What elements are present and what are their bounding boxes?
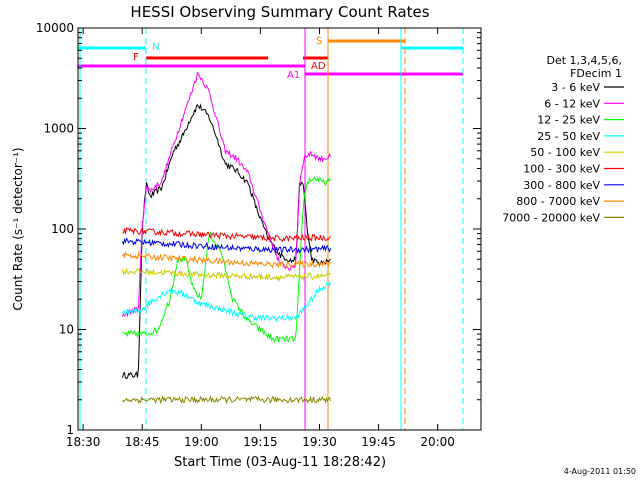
x-tick-label-5: 19:45 [361, 435, 396, 449]
y-tick-label-3: 1000 [43, 122, 74, 136]
legend-label-5: 100 - 300 keV [523, 163, 600, 176]
x-tick-label-1: 18:45 [125, 435, 160, 449]
legend-title-0: Det 1,3,4,5,6, [546, 54, 622, 67]
series-line-0 [122, 103, 331, 379]
x-tick-label-6: 20:00 [420, 435, 455, 449]
x-tick-label-2: 19:00 [184, 435, 219, 449]
annotation-f: F [133, 52, 139, 63]
x-tick-label-0: 18:30 [66, 435, 101, 449]
y-axis: 1 10 100 1000 10000 [36, 21, 481, 437]
series-line-6 [122, 237, 331, 255]
y-tick-label-4: 10000 [36, 21, 74, 35]
annotation-s: S [316, 36, 322, 47]
legend: Det 1,3,4,5,6,FDecim 13 - 6 keV 6 - 12 ke… [502, 54, 624, 224]
legend-label-4: 50 - 100 keV [530, 146, 600, 159]
series-line-8 [122, 395, 331, 405]
legend-label-3: 25 - 50 keV [537, 130, 600, 143]
series-line-1 [122, 71, 331, 318]
y-tick-label-0: 1 [66, 423, 74, 437]
chart-title: HESSI Observing Summary Count Rates [130, 3, 429, 21]
series-line-3 [122, 282, 331, 323]
y-axis-label: Count Rate (s⁻¹ detector⁻¹) [11, 147, 25, 310]
plot-area: N F S AD A1 [78, 28, 464, 430]
series-line-4 [122, 267, 331, 283]
x-axis: 18:30 18:45 19:00 19:15 19:30 19:45 20:00 [66, 28, 455, 449]
legend-label-2: 12 - 25 keV [537, 114, 600, 127]
legend-title-1: FDecim 1 [570, 67, 622, 80]
x-tick-label-3: 19:15 [243, 435, 278, 449]
series-line-5 [122, 227, 331, 243]
series-line-2 [122, 176, 331, 343]
x-axis-label: Start Time (03-Aug-11 18:28:42) [174, 455, 386, 470]
legend-label-8: 7000 - 20000 keV [502, 211, 600, 224]
annotation-a1: A1 [287, 70, 300, 81]
footer-date: 4-Aug-2011 01:50 [564, 467, 636, 476]
legend-label-0: 3 - 6 keV [551, 81, 600, 94]
legend-label-1: 6 - 12 keV [544, 97, 600, 110]
annotation-ad: AD [311, 61, 326, 72]
series-line-7 [122, 250, 331, 269]
y-tick-label-2: 100 [51, 222, 74, 236]
x-tick-label-4: 19:30 [302, 435, 337, 449]
annotation-n: N [152, 42, 159, 53]
y-tick-label-1: 10 [59, 323, 74, 337]
legend-label-7: 800 - 7000 keV [516, 195, 600, 208]
legend-label-6: 300 - 800 keV [523, 179, 600, 192]
